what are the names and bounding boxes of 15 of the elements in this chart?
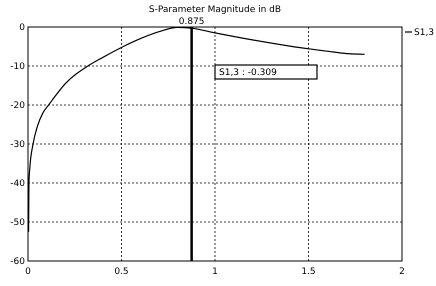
y-tick-label: 0	[19, 23, 26, 33]
y-tick-label: -40	[10, 179, 26, 189]
chart-title: S-Parameter Magnitude in dB	[148, 5, 282, 15]
x-tick-label: 0.5	[114, 267, 129, 277]
x-tick-label: 1.5	[301, 267, 316, 277]
y-tick-label: -10	[10, 62, 26, 72]
legend-label: S1,3	[414, 28, 434, 38]
y-tick-label: -50	[10, 218, 26, 228]
annotation: S1,3 : -0.309	[219, 68, 278, 78]
ref-line-label: 0.875	[178, 17, 205, 27]
y-tick-label: -30	[10, 140, 26, 150]
y-tick-label: -60	[10, 257, 26, 267]
x-tick-label: 2	[399, 267, 405, 277]
x-tick-label: 1	[212, 267, 218, 277]
y-tick-label: -20	[10, 101, 26, 111]
